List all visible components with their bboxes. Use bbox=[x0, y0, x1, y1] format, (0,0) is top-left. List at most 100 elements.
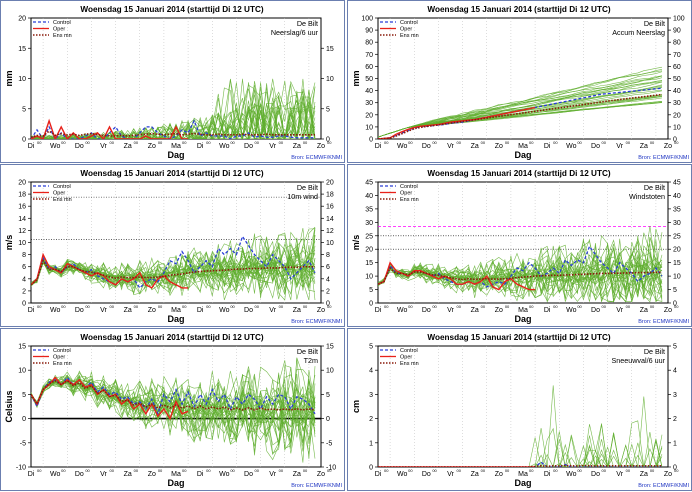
y-tick-label-right: 20 bbox=[673, 112, 681, 119]
legend-label: Control bbox=[400, 348, 418, 354]
legend-label: Oper bbox=[53, 27, 65, 33]
plot-frame bbox=[30, 345, 322, 468]
x-axis-label: Dag bbox=[514, 314, 531, 324]
x-hour-label: 00 bbox=[37, 140, 42, 145]
y-tick-label-right: 5 bbox=[673, 287, 677, 294]
y-tick-label-right: 3 bbox=[673, 392, 677, 399]
x-day-label: Wo bbox=[566, 471, 576, 478]
y-tick-label: 0 bbox=[22, 416, 26, 423]
legend-label: Ens mn bbox=[400, 197, 419, 203]
x-hour-label: 00 bbox=[158, 140, 163, 145]
legend-label: Control bbox=[400, 20, 418, 26]
ensemble-member-line bbox=[31, 78, 315, 139]
x-hour-label: 00 bbox=[505, 468, 510, 473]
x-hour-label: 00 bbox=[303, 140, 308, 145]
y-tick-label: 80 bbox=[365, 40, 373, 47]
x-hour-label: 00 bbox=[134, 468, 139, 473]
plot-area bbox=[378, 18, 663, 139]
y-tick-label: 0 bbox=[369, 137, 373, 144]
x-hour-label: 00 bbox=[158, 304, 163, 309]
x-day-label: Za bbox=[640, 307, 648, 314]
x-day-label: Zo bbox=[317, 307, 325, 314]
y-tick-label-right: 70 bbox=[673, 52, 681, 59]
x-hour-label: 00 bbox=[206, 468, 211, 473]
y-tick-label: 10 bbox=[18, 240, 26, 247]
x-hour-label: 00 bbox=[134, 304, 139, 309]
x-day-label: Wo bbox=[50, 307, 60, 314]
x-day-label: Wo bbox=[397, 307, 407, 314]
y-tick-label: 40 bbox=[365, 88, 373, 95]
x-day-label: Ma bbox=[518, 307, 528, 314]
x-day-label: Vr bbox=[447, 143, 454, 150]
ensemble-member-line bbox=[378, 86, 663, 138]
x-hour-label: 00 bbox=[110, 140, 115, 145]
x-hour-label: 00 bbox=[577, 140, 582, 145]
x-axis-label: Dag bbox=[167, 150, 184, 160]
location-label: De Bilt bbox=[297, 19, 318, 28]
series-line-oper bbox=[378, 106, 536, 139]
y-tick-label-right: 4 bbox=[673, 368, 677, 375]
x-day-label: Za bbox=[471, 143, 479, 150]
source-label: Bron: ECMWF/KNMI bbox=[291, 483, 342, 489]
chart-title: Woensdag 15 Januari 2014 (starttijd Di 1… bbox=[427, 5, 610, 14]
x-hour-label: 00 bbox=[457, 468, 462, 473]
x-hour-label: 00 bbox=[626, 304, 631, 309]
y-tick-label-right: 0 bbox=[673, 301, 677, 308]
x-day-label: Wo bbox=[566, 143, 576, 150]
x-day-label: Vr bbox=[269, 143, 276, 150]
x-hour-label: 00 bbox=[303, 304, 308, 309]
y-tick-label-right: 35 bbox=[673, 206, 681, 213]
legend-label: Control bbox=[400, 184, 418, 190]
chart-title: Woensdag 15 Januari 2014 (starttijd Di 1… bbox=[80, 169, 263, 178]
x-hour-label: 00 bbox=[432, 468, 437, 473]
x-day-label: Wo bbox=[397, 143, 407, 150]
x-hour-label: 00 bbox=[37, 468, 42, 473]
ensemble-member-line bbox=[31, 235, 316, 301]
x-day-label: Vr bbox=[269, 307, 276, 314]
meteogram-panel-sneeuwval-6-uur: Woensdag 15 Januari 2014 (starttijd Di 1… bbox=[347, 328, 692, 491]
y-tick-label-right: 20 bbox=[326, 180, 334, 187]
meteogram-svg: Woensdag 15 Januari 2014 (starttijd Di 1… bbox=[4, 333, 342, 489]
y-tick-label: 14 bbox=[18, 216, 26, 223]
y-tick-label: 2 bbox=[369, 416, 373, 423]
x-hour-label: 00 bbox=[327, 304, 332, 309]
y-tick-label: 90 bbox=[365, 28, 373, 35]
plot-frame bbox=[377, 181, 669, 304]
ensemble-member-line bbox=[378, 424, 662, 467]
x-hour-label: 00 bbox=[457, 140, 462, 145]
x-day-label: Za bbox=[293, 307, 301, 314]
y-tick-label: 12 bbox=[18, 228, 26, 235]
x-hour-label: 00 bbox=[206, 304, 211, 309]
x-day-label: Di bbox=[197, 143, 204, 150]
x-day-label: Di bbox=[544, 143, 551, 150]
y-tick-label-right: 5 bbox=[326, 106, 330, 113]
x-day-label: Zo bbox=[495, 307, 503, 314]
y-tick-label-right: 0 bbox=[673, 137, 677, 144]
x-day-label: Do bbox=[244, 143, 253, 150]
meteogram-panel-10m-wind: Woensdag 15 Januari 2014 (starttijd Di 1… bbox=[0, 164, 345, 327]
y-tick-label: 20 bbox=[18, 180, 26, 187]
x-day-label: Ma bbox=[171, 143, 181, 150]
y-tick-label: 20 bbox=[365, 112, 373, 119]
y-tick-label-right: 2 bbox=[673, 416, 677, 423]
y-tick-label: 70 bbox=[365, 52, 373, 59]
y-tick-label: 8 bbox=[22, 252, 26, 259]
source-label: Bron: ECMWF/KNMI bbox=[291, 155, 342, 161]
series-line-ens-mn bbox=[378, 93, 663, 139]
x-day-label: Vr bbox=[269, 471, 276, 478]
x-day-label: Za bbox=[293, 471, 301, 478]
y-tick-label-right: 4 bbox=[326, 276, 330, 283]
y-tick-label: 15 bbox=[365, 260, 373, 267]
x-hour-label: 00 bbox=[650, 304, 655, 309]
ensemble-member-line bbox=[378, 87, 663, 138]
y-tick-label-right: 25 bbox=[673, 233, 681, 240]
y-tick-label-right: 20 bbox=[673, 247, 681, 254]
y-tick-label: 45 bbox=[365, 180, 373, 187]
y-tick-label: 4 bbox=[22, 276, 26, 283]
x-hour-label: 00 bbox=[674, 304, 679, 309]
series-line-ens-mn bbox=[31, 130, 315, 138]
ensemble-member-line bbox=[378, 101, 663, 138]
x-hour-label: 00 bbox=[110, 304, 115, 309]
x-hour-label: 00 bbox=[37, 304, 42, 309]
x-day-label: Di bbox=[544, 471, 551, 478]
